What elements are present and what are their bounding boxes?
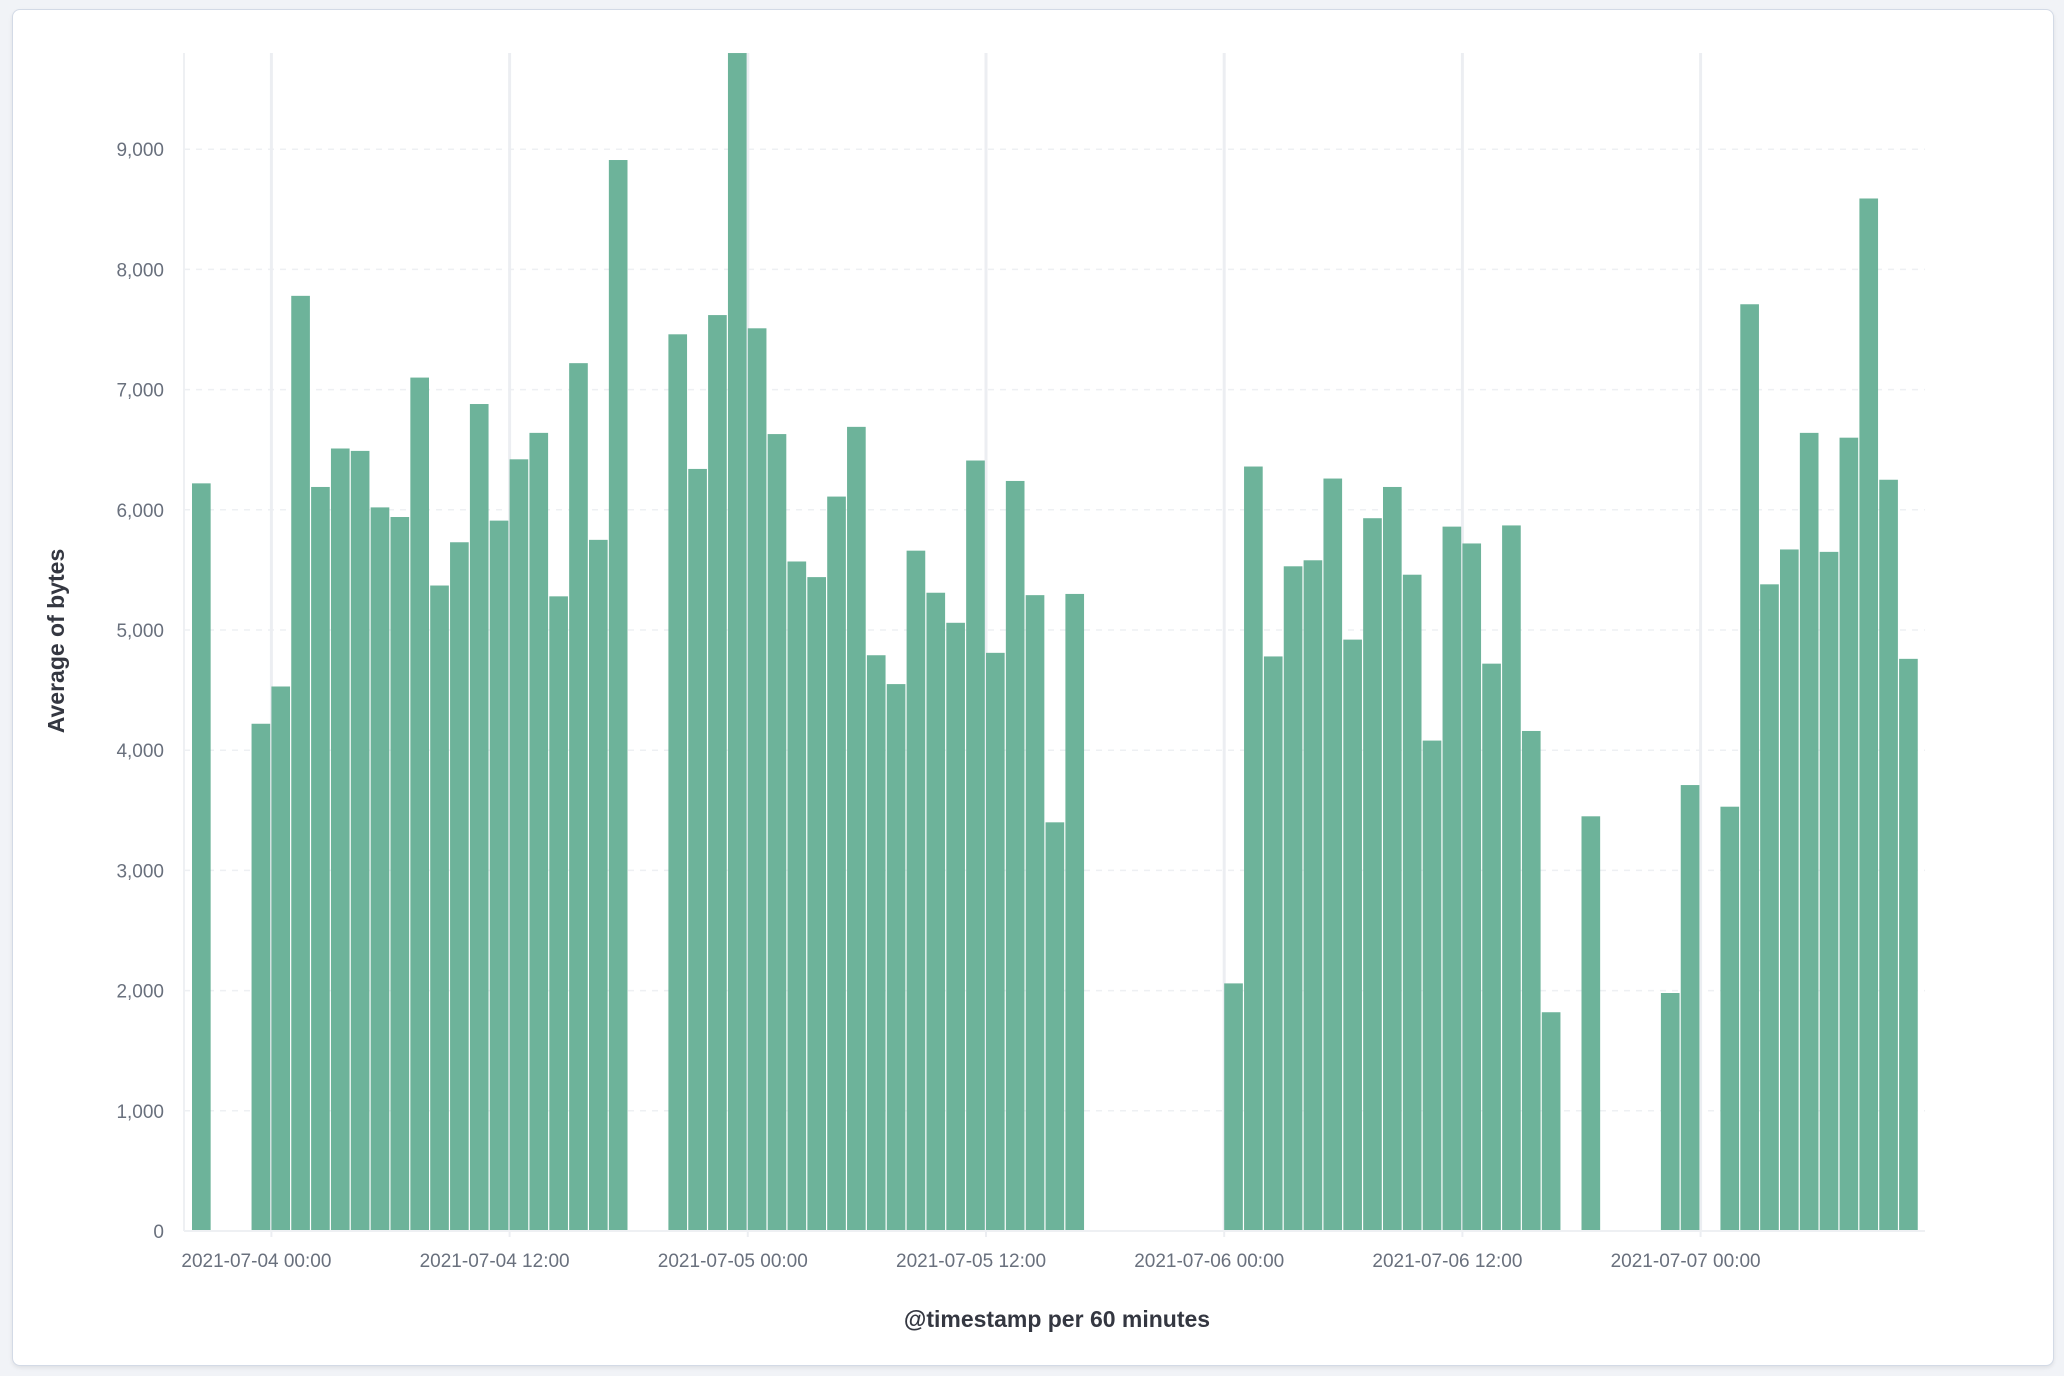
bar[interactable] bbox=[509, 459, 529, 1231]
bar[interactable] bbox=[311, 486, 330, 1231]
bar[interactable] bbox=[1363, 518, 1382, 1231]
bar[interactable] bbox=[1045, 822, 1065, 1231]
bar[interactable] bbox=[608, 160, 628, 1231]
bar[interactable] bbox=[291, 295, 310, 1231]
bar[interactable] bbox=[767, 434, 787, 1232]
x-tick-label: 2021-07-04 12:00 bbox=[420, 1251, 570, 1272]
bar[interactable] bbox=[1740, 304, 1759, 1231]
bar[interactable] bbox=[1025, 595, 1045, 1231]
bar[interactable] bbox=[390, 517, 410, 1231]
bar[interactable] bbox=[1283, 566, 1303, 1231]
bar[interactable] bbox=[430, 585, 449, 1231]
bar[interactable] bbox=[410, 377, 429, 1232]
y-axis-title: Average of bytes bbox=[43, 549, 69, 734]
x-tick-label: 2021-07-07 00:00 bbox=[1611, 1251, 1761, 1272]
bar[interactable] bbox=[350, 450, 370, 1232]
bar[interactable] bbox=[589, 539, 608, 1231]
bar[interactable] bbox=[727, 53, 747, 1231]
bar[interactable] bbox=[926, 592, 946, 1231]
x-tick-label: 2021-07-06 00:00 bbox=[1134, 1251, 1284, 1272]
bar[interactable] bbox=[1859, 198, 1879, 1232]
bar[interactable] bbox=[271, 686, 291, 1231]
bar[interactable] bbox=[1402, 574, 1422, 1231]
bar[interactable] bbox=[807, 577, 826, 1231]
bar[interactable] bbox=[668, 334, 688, 1232]
bar[interactable] bbox=[192, 483, 211, 1232]
x-tick-label: 2021-07-04 00:00 bbox=[181, 1251, 331, 1272]
bar[interactable] bbox=[1244, 466, 1263, 1231]
bar[interactable] bbox=[1263, 656, 1283, 1231]
bar[interactable] bbox=[1521, 730, 1541, 1231]
bar[interactable] bbox=[370, 507, 390, 1231]
bar[interactable] bbox=[1005, 480, 1025, 1231]
y-tick-label: 0 bbox=[153, 1222, 164, 1243]
y-tick-label: 9,000 bbox=[116, 140, 164, 161]
y-axis: 0 1,000 2,000 3,000 4,000 5,000 6,000 7,000 8,00… bbox=[116, 53, 185, 1243]
y-tick-label: 6,000 bbox=[116, 501, 164, 522]
x-tick-label: 2021-07-06 12:00 bbox=[1372, 1251, 1522, 1272]
bar[interactable] bbox=[847, 426, 866, 1231]
bar[interactable] bbox=[1303, 560, 1323, 1231]
bar[interactable] bbox=[1660, 993, 1680, 1231]
bar[interactable] bbox=[569, 363, 588, 1231]
bar[interactable] bbox=[1422, 740, 1442, 1231]
bar[interactable] bbox=[1482, 663, 1501, 1231]
bar[interactable] bbox=[489, 520, 509, 1231]
bar[interactable] bbox=[747, 328, 767, 1232]
bar[interactable] bbox=[966, 460, 985, 1231]
bar[interactable] bbox=[1799, 432, 1819, 1231]
bar[interactable] bbox=[1839, 437, 1859, 1231]
bar[interactable] bbox=[330, 448, 350, 1231]
bar[interactable] bbox=[1383, 486, 1402, 1231]
bar[interactable] bbox=[529, 432, 549, 1231]
bar[interactable] bbox=[1780, 549, 1799, 1231]
bar[interactable] bbox=[886, 684, 906, 1231]
y-tick-label: 1,000 bbox=[116, 1102, 164, 1123]
bar[interactable] bbox=[549, 596, 568, 1231]
bar[interactable] bbox=[986, 652, 1005, 1231]
bar[interactable] bbox=[906, 550, 926, 1231]
x-tick-label: 2021-07-05 12:00 bbox=[896, 1251, 1046, 1272]
bar[interactable] bbox=[1680, 785, 1700, 1231]
y-tick-label: 2,000 bbox=[116, 982, 164, 1003]
x-axis: 2021-07-04 00:00 2021-07-04 12:00 2021-07-… bbox=[181, 1230, 1925, 1272]
bar[interactable] bbox=[1343, 639, 1362, 1231]
x-tick-label: 2021-07-05 00:00 bbox=[658, 1251, 808, 1272]
bar[interactable] bbox=[1065, 593, 1085, 1231]
bar[interactable] bbox=[1502, 525, 1521, 1231]
bar[interactable] bbox=[469, 404, 489, 1231]
bar[interactable] bbox=[1760, 584, 1779, 1231]
bar[interactable] bbox=[827, 496, 846, 1231]
bar[interactable] bbox=[688, 468, 707, 1231]
bar[interactable] bbox=[787, 561, 807, 1231]
bar[interactable] bbox=[1819, 551, 1839, 1231]
bar[interactable] bbox=[1581, 816, 1601, 1231]
y-tick-label: 8,000 bbox=[116, 260, 164, 281]
bar[interactable] bbox=[1720, 806, 1740, 1231]
y-tick-label: 4,000 bbox=[116, 741, 164, 762]
bar[interactable] bbox=[1442, 526, 1462, 1231]
bar[interactable] bbox=[946, 622, 965, 1231]
bars bbox=[192, 53, 1918, 1232]
bar[interactable] bbox=[866, 655, 886, 1231]
y-tick-label: 3,000 bbox=[116, 861, 164, 882]
bar[interactable] bbox=[1224, 983, 1243, 1231]
bar[interactable] bbox=[1879, 479, 1898, 1231]
bar[interactable] bbox=[1462, 543, 1482, 1231]
bar[interactable] bbox=[1899, 658, 1918, 1231]
y-tick-label: 7,000 bbox=[116, 381, 164, 402]
x-axis-title: @timestamp per 60 minutes bbox=[904, 1306, 1210, 1332]
bar[interactable] bbox=[1541, 1012, 1561, 1231]
y-tick-label: 5,000 bbox=[116, 621, 164, 642]
bar[interactable] bbox=[251, 723, 271, 1231]
bar[interactable] bbox=[708, 315, 727, 1231]
bar[interactable] bbox=[1323, 478, 1343, 1232]
bar[interactable] bbox=[450, 542, 469, 1231]
